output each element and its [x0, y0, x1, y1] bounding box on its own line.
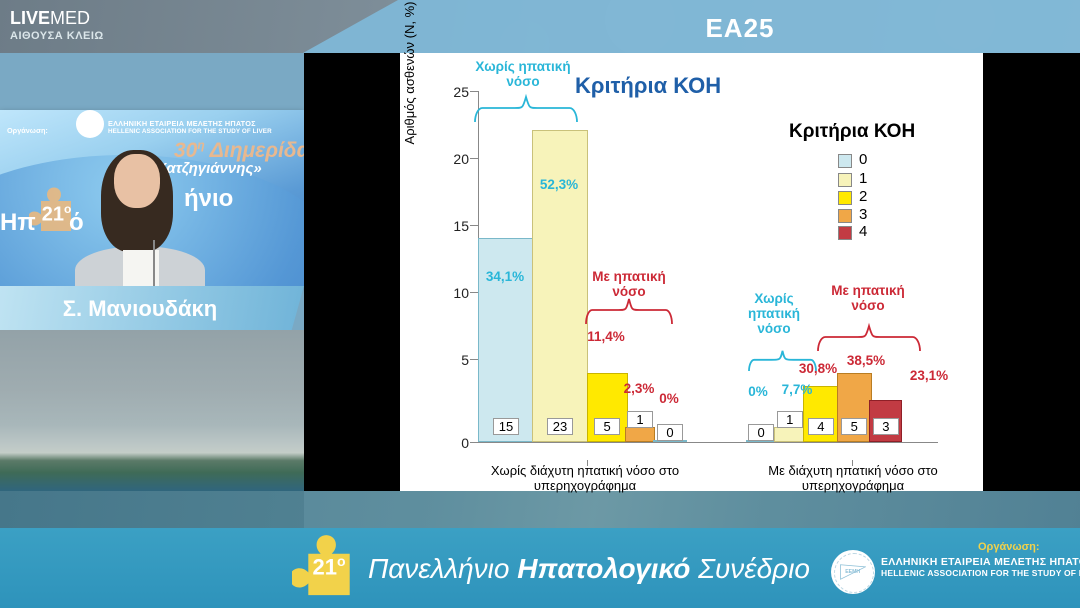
svg-text:ΕΕΜΗ: ΕΕΜΗ	[845, 569, 860, 575]
